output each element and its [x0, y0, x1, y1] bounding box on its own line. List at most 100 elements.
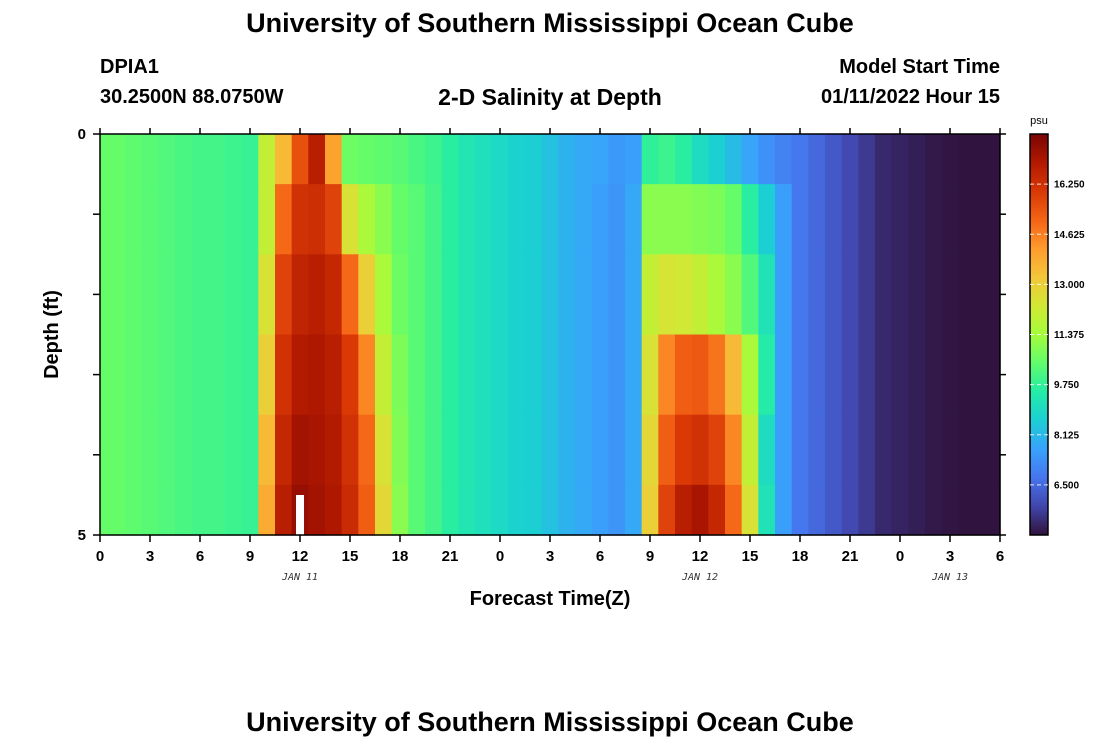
- heatmap-cell: [358, 184, 376, 255]
- heatmap-cell: [525, 484, 543, 536]
- colorbar-tick-label: 6.500: [1054, 480, 1079, 491]
- heatmap-cell: [775, 254, 793, 336]
- heatmap-cell: [591, 414, 609, 486]
- heatmap-cell: [491, 334, 509, 416]
- heatmap-cell: [541, 134, 559, 185]
- heatmap-cell: [691, 254, 709, 336]
- heatmap-cell: [341, 334, 359, 416]
- heatmap-cell: [425, 134, 443, 185]
- heatmap-cell: [758, 254, 776, 336]
- heatmap-cell: [341, 484, 359, 536]
- colorbar: psu 16.250 14.625 13.000 11.375 9.750 8.125 6.5…: [1029, 115, 1085, 536]
- heatmap-cell: [208, 334, 226, 416]
- heatmap-cell: [975, 134, 993, 185]
- heatmap-cell: [241, 134, 259, 185]
- heatmap-cell: [908, 254, 926, 336]
- heatmap-cell: [525, 414, 543, 486]
- heatmap-cell: [991, 184, 1001, 255]
- heatmap-cell: [225, 334, 243, 416]
- heatmap-cell: [808, 184, 826, 255]
- heatmap-cell: [458, 184, 476, 255]
- heatmap-cell: [508, 334, 526, 416]
- heatmap-cell: [275, 184, 293, 255]
- heatmap-cell: [541, 414, 559, 486]
- heatmap-cell: [100, 134, 109, 185]
- heatmap-cell: [858, 484, 876, 536]
- colorbar-tick-label: 16.250: [1054, 180, 1085, 191]
- heatmap-cell: [608, 414, 626, 486]
- heatmap-cell: [425, 254, 443, 336]
- heatmap-cell: [675, 254, 693, 336]
- heatmap-cell: [808, 134, 826, 185]
- heatmap-cell: [341, 414, 359, 486]
- heatmap-cell: [308, 334, 326, 416]
- heatmap-cell: [725, 184, 743, 255]
- heatmap-cell: [975, 414, 993, 486]
- x-tick-label: 15: [342, 548, 359, 565]
- x-tick-label: 15: [742, 548, 759, 565]
- heatmap-cell: [625, 414, 643, 486]
- heatmap-cell: [575, 134, 593, 185]
- heatmap-cell: [725, 254, 743, 336]
- heatmap-cell: [408, 334, 426, 416]
- heatmap-cell: [858, 334, 876, 416]
- heatmap-cell: [675, 414, 693, 486]
- heatmap-cell: [225, 134, 243, 185]
- heatmap-cell: [775, 334, 793, 416]
- heatmap-cell: [141, 134, 159, 185]
- heatmap-cell: [325, 184, 343, 255]
- heatmap-cell: [725, 484, 743, 536]
- x-date-label: JAN 11: [281, 572, 318, 583]
- footer-title: University of Southern Mississippi Ocean…: [246, 707, 854, 737]
- heatmap-cell: [158, 134, 176, 185]
- x-tick-label: 0: [896, 548, 904, 565]
- heatmap-cell: [708, 334, 726, 416]
- heatmap-cell: [791, 334, 809, 416]
- heatmap-cell: [891, 484, 909, 536]
- x-axis-label: Forecast Time(Z): [470, 588, 631, 610]
- heatmap-cell: [891, 134, 909, 185]
- heatmap-cell: [925, 414, 943, 486]
- heatmap-cell: [925, 134, 943, 185]
- x-tick-label: 0: [96, 548, 104, 565]
- heatmap-cell: [100, 254, 109, 336]
- heatmap-cell: [258, 414, 276, 486]
- heatmap-cell: [908, 134, 926, 185]
- heatmap-cell: [308, 484, 326, 536]
- heatmap-cell: [975, 484, 993, 536]
- heatmap-cell: [558, 334, 576, 416]
- heatmap-cell: [858, 254, 876, 336]
- heatmap-cell: [408, 134, 426, 185]
- x-tick-label: 9: [646, 548, 654, 565]
- heatmap-cell: [641, 134, 659, 185]
- heatmap-cell: [558, 484, 576, 536]
- heatmap-cell: [875, 484, 893, 536]
- heatmap-cell: [141, 334, 159, 416]
- heatmap-cell: [225, 184, 243, 255]
- heatmap-cell: [341, 134, 359, 185]
- model-start-time: 01/11/2022 Hour 15: [820, 86, 1000, 108]
- heatmap-cell: [108, 134, 126, 185]
- heatmap-cell: [375, 134, 393, 185]
- heatmap-cell: [308, 134, 326, 185]
- heatmap-cell: [291, 414, 309, 486]
- heatmap-cell: [125, 334, 143, 416]
- heatmap-cell: [858, 414, 876, 486]
- heatmap-cell: [725, 414, 743, 486]
- heatmap-cell: [475, 414, 493, 486]
- heatmap-cell: [175, 184, 193, 255]
- heatmap-cell: [491, 414, 509, 486]
- station-id: DPIA1: [100, 56, 159, 78]
- heatmap-cell: [991, 134, 1001, 185]
- heatmap-cell: [141, 184, 159, 255]
- heatmap-cell: [891, 184, 909, 255]
- heatmap-cell: [475, 334, 493, 416]
- heatmap-cell: [208, 484, 226, 536]
- heatmap-cell: [441, 414, 459, 486]
- x-tick-label: 0: [496, 548, 504, 565]
- heatmap-cell: [475, 254, 493, 336]
- heatmap-cell: [875, 254, 893, 336]
- heatmap-cell: [941, 254, 959, 336]
- heatmap-cell: [825, 334, 843, 416]
- heatmap-cell: [475, 134, 493, 185]
